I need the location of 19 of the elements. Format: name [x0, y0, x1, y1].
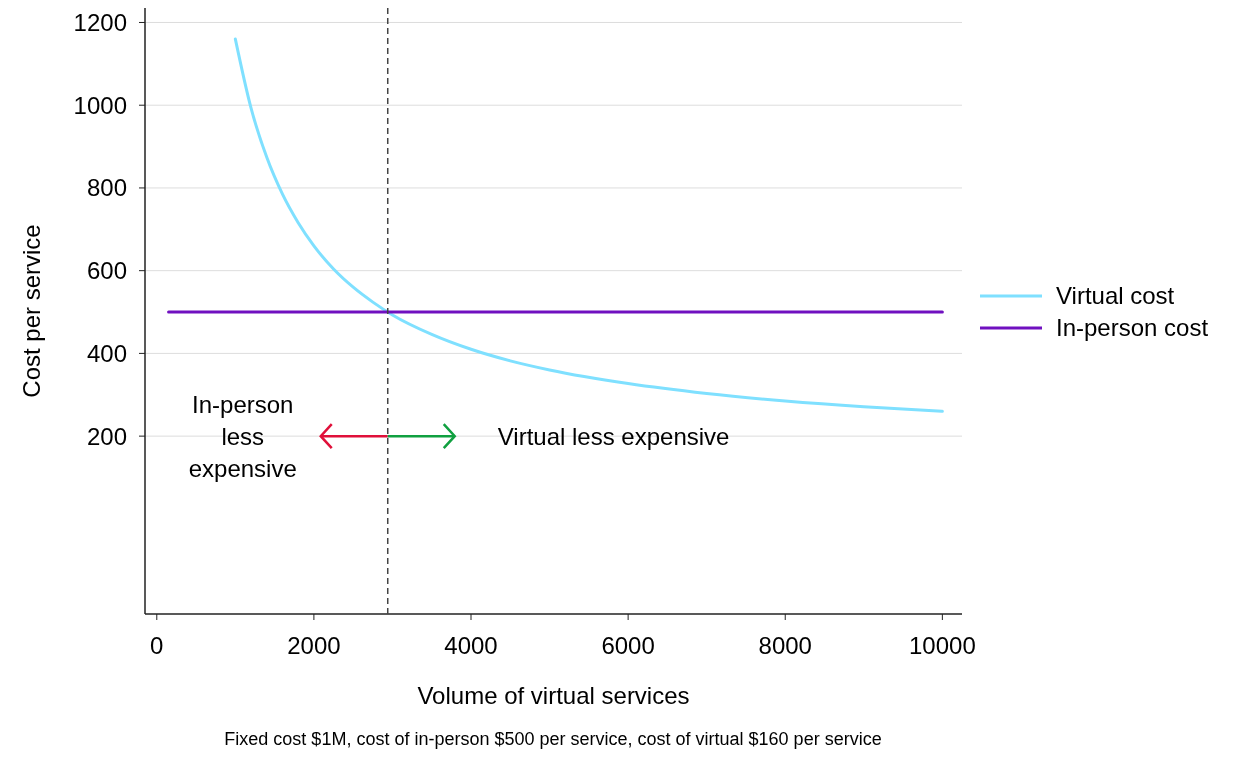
y-tick-label: 800	[86, 174, 127, 202]
x-tick-label: 0	[150, 632, 164, 659]
x-tick-label: 10000	[908, 632, 976, 659]
y-axis-title: Cost per service	[18, 224, 45, 398]
x-tick-label: 2000	[287, 632, 341, 659]
x-tick-label: 4000	[444, 632, 498, 659]
y-tick-label: 600	[86, 257, 127, 285]
x-axis-title: Volume of virtual services	[417, 682, 690, 709]
text: Fixed cost $1M, cost of in-person $500 per service, cost of virtual $160 per service	[224, 729, 882, 749]
legend-label: In-person cost	[1056, 314, 1209, 342]
legend-label: Virtual cost	[1056, 282, 1175, 310]
annotation: In-person less expensive	[188, 390, 297, 482]
y-tick-label: 400	[86, 339, 127, 367]
x-tick-label: 8000	[758, 632, 812, 659]
y-tick-label: 1000	[73, 91, 127, 119]
annotation: Virtual less expensive	[497, 422, 730, 450]
y-tick-label: 1200	[73, 8, 127, 36]
x-tick-label: 6000	[601, 632, 655, 659]
y-tick-label: 200	[86, 422, 127, 450]
